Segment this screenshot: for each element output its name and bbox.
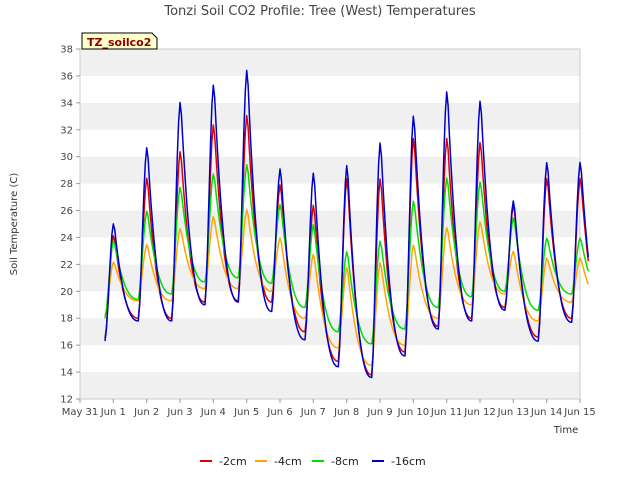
- badge-box: [81, 32, 158, 50]
- x-tick-label: Jun 2: [133, 407, 159, 418]
- x-tick-label: Jun 1: [100, 407, 126, 418]
- x-tick-label: Jun 12: [463, 407, 496, 418]
- legend-item: -2cm: [200, 455, 247, 468]
- y-tick-label: 28: [60, 179, 73, 190]
- grid-band: [80, 183, 580, 211]
- grid-band: [80, 237, 580, 265]
- x-tick-label: May 31: [62, 407, 99, 418]
- x-tick-label: Jun 5: [233, 407, 259, 418]
- y-tick-label: 32: [60, 125, 73, 136]
- legend: -2cm -4cm -8cm -16cm: [200, 455, 426, 468]
- y-tick-label: 24: [60, 233, 73, 244]
- y-tick-label: 30: [60, 152, 73, 163]
- x-tick-label: Jun 15: [563, 407, 596, 418]
- x-axis-title: Time: [553, 425, 578, 436]
- x-tick-label: Jun 11: [430, 407, 463, 418]
- plot-frame: [79, 48, 581, 400]
- y-tick-label: 22: [60, 260, 73, 271]
- grid-band: [80, 372, 580, 399]
- y-tick-label: 26: [60, 206, 73, 217]
- series-line-minus-16cm: [104, 69, 590, 379]
- x-tick-label: Jun 3: [166, 407, 192, 418]
- legend-item: -16cm: [372, 455, 426, 468]
- x-tick-label: Jun 7: [300, 407, 326, 418]
- badge-label: TZ_soilco2: [87, 36, 151, 49]
- grid-band: [80, 156, 580, 184]
- y-tick-label: 14: [60, 368, 73, 379]
- grid-band: [80, 210, 580, 238]
- y-tick-label: 16: [60, 341, 73, 352]
- legend-label: -2cm: [219, 455, 247, 468]
- grid-band: [80, 102, 580, 130]
- legend-label: -4cm: [274, 455, 302, 468]
- y-tick-label: 20: [60, 287, 73, 298]
- y-tick-label: 18: [60, 314, 73, 325]
- y-tick-label: 38: [60, 45, 73, 56]
- x-tick-label: Jun 6: [266, 407, 292, 418]
- legend-item: -8cm: [312, 455, 359, 468]
- x-tick-label: Jun 13: [497, 407, 530, 418]
- y-axis-title: Soil Temperature (C): [9, 173, 20, 276]
- legend-item: -4cm: [255, 455, 302, 468]
- x-tick-label: Jun 10: [397, 407, 430, 418]
- x-tick-label: Jun 8: [333, 407, 359, 418]
- series-lines: [104, 69, 590, 379]
- grid-band: [80, 75, 580, 103]
- x-tick-label: Jun 14: [530, 407, 563, 418]
- legend-label: -16cm: [391, 455, 426, 468]
- site-badge: TZ_soilco2: [81, 32, 158, 50]
- y-tick-label: 34: [60, 98, 73, 109]
- y-tick-label: 36: [60, 71, 73, 82]
- grid-band: [80, 49, 580, 76]
- y-tick-label: 12: [60, 395, 73, 406]
- x-tick-label: Jun 9: [366, 407, 392, 418]
- axis-ticks: 12 14 16 18 20 22 24 26 28 30 32 34 36 38 May 31 Jun 1 J…: [60, 45, 596, 419]
- x-tick-label: Jun 4: [200, 407, 226, 418]
- legend-label: -8cm: [331, 455, 359, 468]
- grid-band: [80, 129, 580, 157]
- chart-title: Tonzi Soil CO2 Profile: Tree (West) Temp…: [163, 4, 476, 19]
